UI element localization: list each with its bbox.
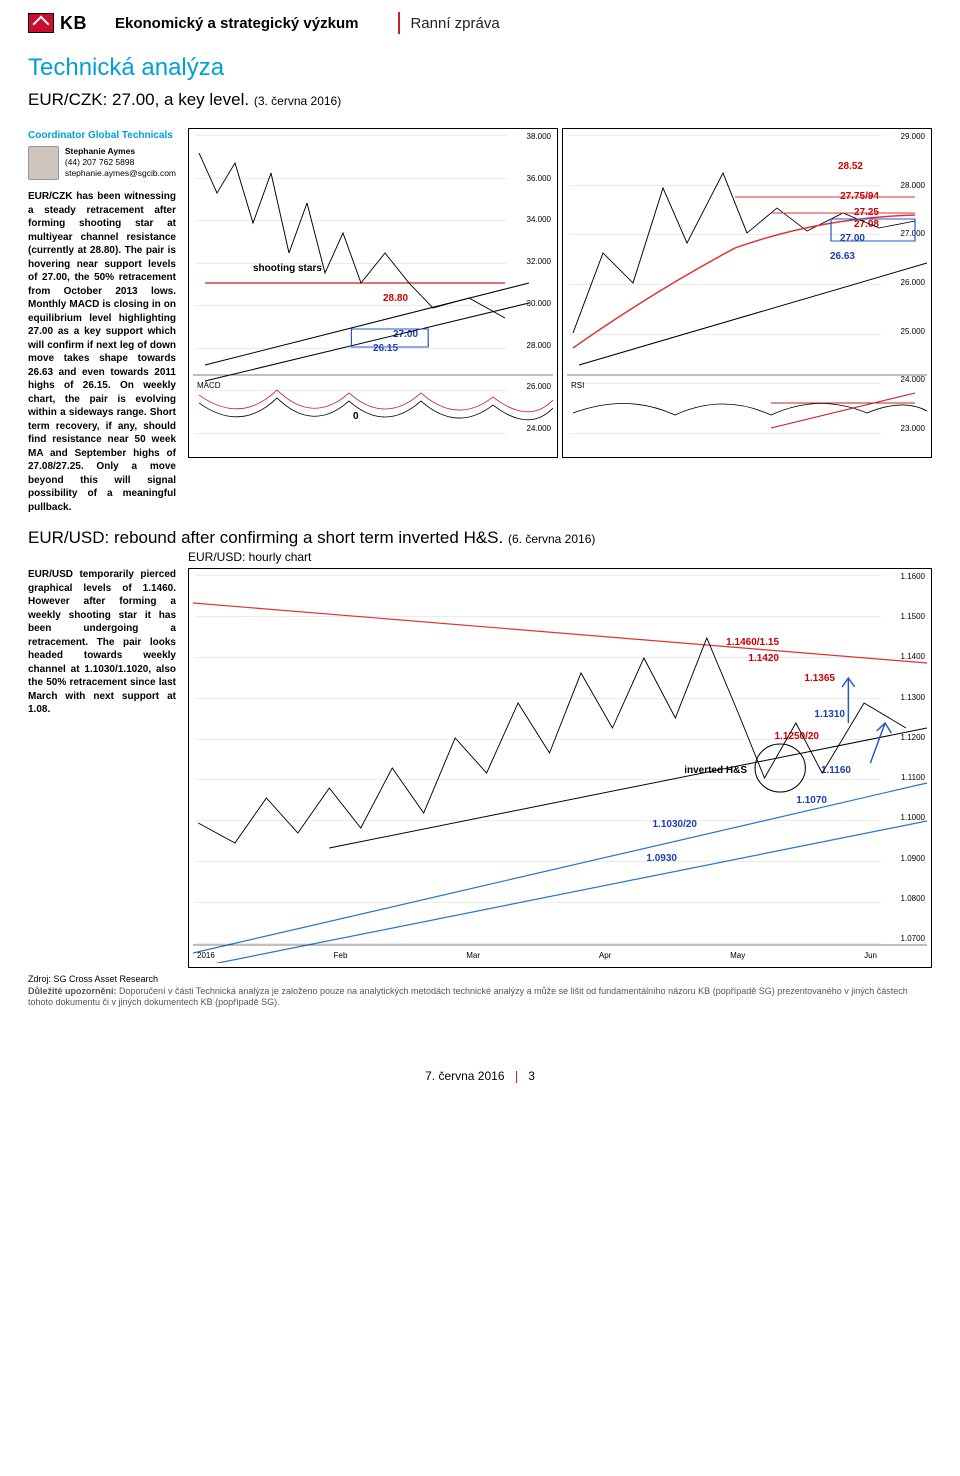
hourly-svg [193, 573, 927, 963]
author-row: Stephanie Aymes (44) 207 762 5898 stepha… [28, 146, 176, 180]
weekly-svg [567, 133, 927, 453]
page-footer: 7. června 2016 3 [28, 1069, 932, 1083]
eurusd-hourly-label: EUR/USD: hourly chart [188, 550, 932, 564]
disclaimer-text: Doporučení v části Technická analýza je … [28, 986, 908, 1008]
eurczk-block: EUR/CZK: 27.00, a key level. (3. června … [28, 90, 932, 514]
brand-short: KB [60, 13, 87, 34]
disclaimer-label: Důležité upozornění: [28, 986, 117, 996]
author-title: Coordinator Global Technicals [28, 130, 176, 142]
eurusd-body: EUR/USD temporarily pierced graphical le… [28, 568, 176, 717]
page: KB Ekonomický a strategický výzkum Ranní… [0, 0, 960, 1123]
eurczk-date: (3. června 2016) [254, 94, 341, 108]
eurczk-headline: EUR/CZK: 27.00, a key level. [28, 90, 249, 109]
eurusd-date: (6. června 2016) [508, 532, 595, 546]
brand-logo: KB [28, 13, 87, 34]
eurusd-block: EUR/USD: rebound after confirming a shor… [28, 528, 932, 968]
eurusd-headline: EUR/USD: rebound after confirming a shor… [28, 528, 503, 547]
author-phone: (44) 207 762 5898 [65, 157, 176, 168]
footer-page: 3 [528, 1069, 535, 1083]
section-title: Technická analýza [28, 54, 932, 82]
author-avatar [28, 146, 59, 180]
eurusd-hourly-chart: 1.16001.15001.14001.13001.12001.11001.10… [188, 568, 932, 968]
monthly-svg [193, 133, 553, 453]
author-column: Coordinator Global Technicals Stephanie … [28, 112, 176, 514]
eurczk-charts: EUR/CZK: monthly chart 38.00036.00034.00… [188, 112, 932, 458]
brand-icon [28, 13, 54, 33]
source-block: Zdroj: SG Cross Asset Research Důležité … [28, 974, 932, 1009]
footer-divider [516, 1071, 517, 1083]
header-title: Ekonomický a strategický výzkum [115, 15, 388, 32]
eurczk-headline-row: EUR/CZK: 27.00, a key level. (3. června … [28, 90, 932, 110]
header-divider [398, 12, 400, 34]
source-label: Zdroj: SG Cross Asset Research [28, 974, 932, 986]
eurusd-headline-row: EUR/USD: rebound after confirming a shor… [28, 528, 932, 548]
author-email: stephanie.aymes@sgcib.com [65, 168, 176, 179]
page-header: KB Ekonomický a strategický výzkum Ranní… [28, 12, 932, 34]
eurusd-text-col: EUR/USD temporarily pierced graphical le… [28, 550, 176, 717]
footer-date: 7. června 2016 [425, 1069, 504, 1083]
eurusd-charts: EUR/USD: hourly chart 1.16001.15001.1400… [188, 550, 932, 968]
header-subtitle: Ranní zpráva [410, 15, 499, 32]
author-name: Stephanie Aymes [65, 146, 176, 157]
author-meta: Stephanie Aymes (44) 207 762 5898 stepha… [65, 146, 176, 179]
eurczk-body: EUR/CZK has been witnessing a steady ret… [28, 190, 176, 514]
eurczk-weekly-chart: EUR/CZK: weekly chart 29.00028.00027.000… [562, 128, 932, 458]
eurczk-monthly-chart: EUR/CZK: monthly chart 38.00036.00034.00… [188, 128, 558, 458]
